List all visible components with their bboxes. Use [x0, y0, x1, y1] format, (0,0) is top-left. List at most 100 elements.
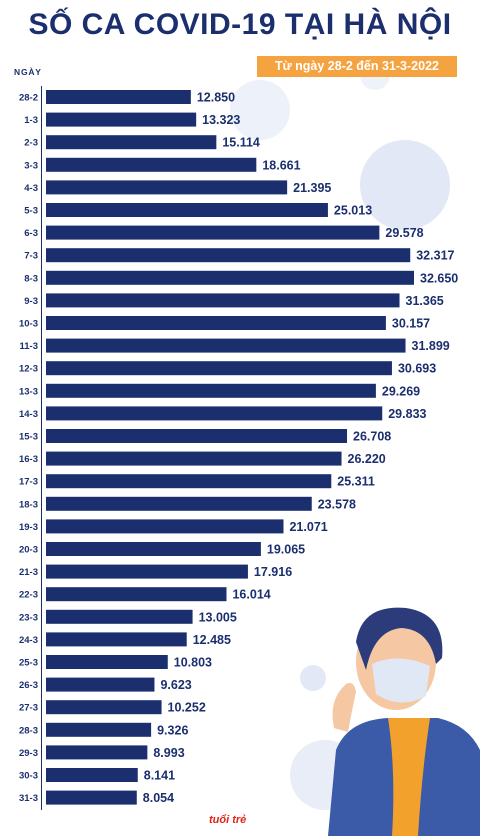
category-label: 18-3 — [19, 499, 38, 510]
category-label: 12-3 — [19, 364, 38, 375]
bar — [46, 451, 342, 466]
category-label: 31-3 — [19, 793, 38, 804]
data-label: 31.365 — [406, 294, 444, 308]
category-label: 3-3 — [24, 160, 38, 171]
bar — [46, 700, 162, 715]
bar — [46, 293, 400, 308]
bar — [46, 722, 152, 737]
data-label: 18.661 — [262, 158, 300, 172]
category-label: 24-3 — [19, 635, 38, 646]
data-label: 10.803 — [174, 656, 212, 670]
bar — [46, 383, 376, 398]
category-label: 11-3 — [20, 341, 39, 352]
bar — [46, 587, 227, 602]
chart-title: SỐ CA COVID-19 TẠI HÀ NỘI — [28, 8, 452, 41]
category-label: 15-3 — [19, 432, 38, 443]
data-label: 16.014 — [232, 588, 270, 602]
category-label: 28-2 — [19, 93, 38, 104]
bar — [46, 406, 383, 421]
data-label: 32.650 — [420, 271, 458, 285]
data-label: 25.013 — [334, 204, 372, 218]
category-label: 19-3 — [19, 522, 38, 533]
bar — [46, 338, 406, 353]
category-label: 22-3 — [19, 590, 38, 601]
data-label: 32.317 — [416, 249, 454, 263]
data-label: 12.850 — [197, 91, 235, 105]
bar — [46, 361, 392, 376]
data-label: 23.578 — [318, 497, 356, 511]
bar — [46, 112, 197, 127]
data-label: 25.311 — [337, 475, 375, 489]
data-label: 31.899 — [412, 339, 450, 353]
bar — [46, 655, 168, 669]
bar — [46, 496, 312, 511]
bar — [46, 564, 248, 579]
category-label: 26-3 — [19, 680, 38, 691]
data-label: 29.833 — [388, 407, 426, 421]
category-label: 25-3 — [19, 658, 38, 669]
category-label: 13-3 — [19, 386, 38, 397]
chart-subtitle: Từ ngày 28-2 đến 31-3-2022 — [257, 56, 457, 77]
bar — [46, 157, 257, 172]
data-label: 8.054 — [143, 791, 174, 805]
data-label: 21.071 — [289, 520, 327, 534]
virus-decoration-icon — [300, 665, 326, 691]
data-label: 15.114 — [222, 136, 260, 150]
y-axis-line — [41, 86, 42, 810]
data-label: 30.693 — [398, 362, 436, 376]
category-label: 21-3 — [19, 567, 38, 578]
bar — [46, 790, 137, 805]
bar — [46, 632, 187, 647]
bar — [46, 677, 155, 692]
data-label: 19.065 — [267, 543, 305, 557]
data-label: 9.326 — [157, 723, 188, 737]
data-label: 30.157 — [392, 317, 430, 331]
data-label: 13.323 — [202, 113, 240, 127]
category-label: 9-3 — [24, 296, 38, 307]
category-label: 4-3 — [24, 183, 38, 194]
data-label: 29.269 — [382, 384, 420, 398]
category-label: 8-3 — [24, 273, 38, 284]
category-label: 29-3 — [19, 748, 38, 759]
category-label: 30-3 — [19, 771, 38, 782]
masked-person-illustration — [328, 607, 480, 836]
data-label: 10.252 — [168, 701, 206, 715]
category-label: 5-3 — [24, 206, 38, 217]
bar — [46, 316, 386, 330]
category-label: 17-3 — [19, 477, 38, 488]
bar — [46, 745, 148, 760]
category-label: 28-3 — [19, 725, 38, 736]
category-label: 27-3 — [19, 703, 38, 714]
bar — [46, 248, 411, 263]
bar — [46, 519, 284, 534]
bar — [46, 90, 191, 104]
category-label: 14-3 — [19, 409, 38, 420]
category-label: 7-3 — [24, 251, 38, 262]
category-label: 23-3 — [19, 612, 38, 623]
category-label: 16-3 — [19, 454, 38, 465]
category-label: 20-3 — [19, 545, 38, 556]
category-label: 2-3 — [24, 138, 38, 149]
publisher-logo: tuổi trẻ — [209, 814, 247, 826]
data-label: 8.993 — [153, 746, 184, 760]
bar — [46, 270, 414, 285]
bar — [46, 203, 328, 217]
virus-decoration-icon — [360, 140, 450, 230]
category-label: 10-3 — [19, 319, 38, 330]
data-label: 26.220 — [348, 452, 386, 466]
data-label: 26.708 — [353, 430, 391, 444]
bar — [46, 609, 193, 624]
bar — [46, 768, 138, 782]
bar — [46, 135, 217, 150]
bar — [46, 474, 332, 489]
category-label: 6-3 — [24, 228, 38, 239]
virus-decoration-icon — [230, 80, 290, 140]
bar — [46, 542, 261, 556]
data-label: 8.141 — [144, 769, 175, 783]
data-label: 17.916 — [254, 565, 292, 579]
data-label: 21.395 — [293, 181, 331, 195]
category-label: 1-3 — [24, 115, 38, 126]
y-axis-label: NGÀY — [14, 67, 42, 77]
data-label: 13.005 — [199, 610, 237, 624]
